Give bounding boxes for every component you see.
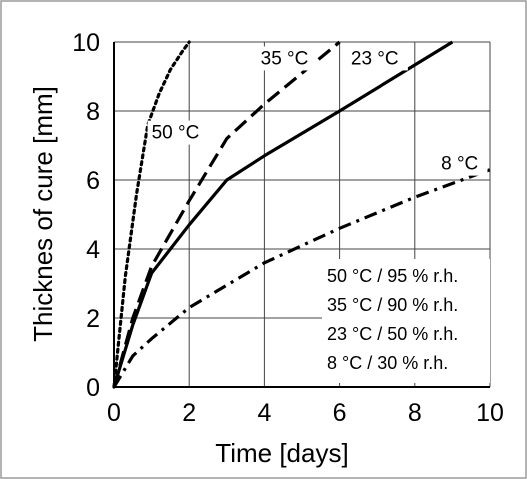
curve-annotations: 50 °C 35 °C 23 °C 8 °C <box>147 46 488 176</box>
series-line-solid <box>112 40 454 388</box>
y-tick-label-1: 2 <box>86 305 100 333</box>
y-tick-label-3: 6 <box>86 167 100 195</box>
legend-entry-1: 35 °C / 90 % r.h. <box>327 295 458 315</box>
annotation-bg-2 <box>346 46 408 71</box>
x-tick-label-4: 8 <box>408 399 422 427</box>
x-tick-labels: 0 2 4 6 8 10 <box>107 399 504 427</box>
y-tick-labels: 0 2 4 6 8 10 <box>72 29 100 402</box>
y-tick-label-4: 8 <box>86 98 100 126</box>
curve-label-2: 23 °C <box>351 48 399 69</box>
series-group <box>112 40 491 389</box>
curve-label-3: 8 °C <box>441 154 478 175</box>
annotation-bg-1 <box>256 46 318 71</box>
y-tick-label-5: 10 <box>72 29 100 57</box>
x-tick-label-2: 4 <box>257 399 271 427</box>
x-tick-label-0: 0 <box>107 399 121 427</box>
legend-entry-2: 23 °C / 50 % r.h. <box>327 324 458 344</box>
x-tick-label-5: 10 <box>476 399 504 427</box>
annotation-bg-0 <box>147 120 209 145</box>
series-line-dashdot <box>112 168 491 388</box>
curve-label-1: 35 °C <box>261 48 309 69</box>
y-tick-label-0: 0 <box>86 374 100 402</box>
y-tick-label-2: 4 <box>86 236 100 264</box>
series-line-dotted <box>112 40 191 389</box>
annotation-bg-3 <box>437 151 488 176</box>
legend-box: 50 °C / 95 % r.h. 35 °C / 90 % r.h. 23 °C … <box>322 259 490 383</box>
legend-background <box>322 259 490 383</box>
legend-entry-3: 8 °C / 30 % r.h. <box>327 353 448 373</box>
series-line-dashed <box>112 40 341 388</box>
axes <box>113 42 490 388</box>
x-axis-label: Time [days] <box>215 438 348 468</box>
x-tick-label-1: 2 <box>182 399 196 427</box>
y-axis-label: Thicknes of cure [mm] <box>28 86 58 342</box>
legend-entry-0: 50 °C / 95 % r.h. <box>327 266 458 286</box>
curve-label-0: 50 °C <box>152 123 200 144</box>
x-tick-label-3: 6 <box>333 399 347 427</box>
